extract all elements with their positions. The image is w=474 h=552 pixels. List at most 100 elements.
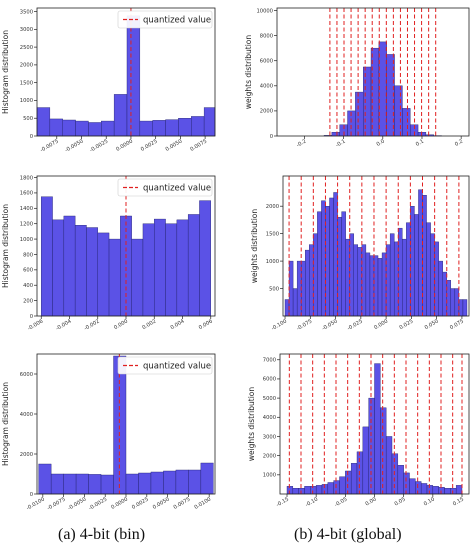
- y-tick-label: 2500: [20, 45, 33, 51]
- y-axis-label: weights distribution: [244, 35, 253, 110]
- y-axis-label: Histogram distribution: [1, 382, 10, 466]
- histogram-bar: [430, 233, 435, 317]
- histogram-bar: [409, 478, 416, 495]
- histogram-bar: [113, 94, 128, 137]
- y-axis-label: Histogram distribution: [1, 30, 10, 114]
- histogram-bar: [397, 465, 404, 495]
- x-tick-label: 0.0100: [193, 497, 212, 511]
- x-tick-label: -0.075: [296, 319, 313, 333]
- histogram-bar: [438, 260, 443, 317]
- histogram-bar: [426, 485, 434, 495]
- chart-panel-2: -0.2 -0.1 0.0 0.1 0.2 0 2000 4000 6000 8000 10000 w…: [244, 7, 470, 149]
- histogram-bar: [126, 15, 141, 137]
- y-tick-label: 200: [23, 298, 33, 304]
- chart-panel-6: -0.15 -0.10 -0.05 0.00 0.05 0.10 0.15 1000 2000 3…: [247, 353, 470, 508]
- histogram-bar: [327, 482, 334, 495]
- histogram-bar: [369, 255, 375, 317]
- x-tick-label: -0.100: [271, 319, 288, 333]
- histogram-bar: [315, 485, 323, 495]
- histogram-bar: [373, 255, 379, 317]
- histogram-bar: [355, 91, 364, 137]
- y-tick-label: 2000: [260, 109, 273, 115]
- x-tick-label: -0.050: [321, 319, 338, 333]
- histogram-bar: [125, 473, 139, 495]
- axes-frame: [36, 7, 216, 137]
- histogram-bar: [49, 118, 63, 137]
- y-tick-label: 1600: [20, 191, 33, 197]
- x-tick-label: 0.0075: [173, 497, 192, 511]
- histogram-bar: [52, 219, 65, 317]
- histogram-bar: [298, 488, 305, 495]
- x-tick-label: 0.004: [170, 318, 186, 331]
- histogram-bar: [62, 119, 76, 137]
- histogram-bar: [420, 483, 428, 495]
- histogram-bar: [362, 426, 369, 495]
- y-tick-label: 6000: [260, 59, 273, 65]
- histogram-bar: [345, 238, 350, 317]
- y-tick-label: 1000: [263, 473, 276, 479]
- histogram-bar: [365, 252, 371, 317]
- histogram-bar: [41, 196, 53, 317]
- y-tick-label: 6000: [20, 372, 33, 378]
- histogram-bar: [317, 211, 322, 317]
- legend-box: [117, 178, 213, 197]
- legend-label: quantized value: [143, 184, 211, 194]
- x-tick-label: 0.15: [452, 497, 465, 508]
- histogram-bar: [381, 252, 387, 317]
- histogram-bar: [74, 225, 87, 317]
- y-tick-label: 3500: [20, 9, 33, 15]
- caption-left: (a) 4-bit (bin): [58, 526, 146, 543]
- y-tick-label: 2000: [266, 204, 279, 210]
- histogram-bar: [458, 299, 464, 317]
- histogram-bar: [154, 218, 166, 317]
- histogram-bar: [454, 288, 460, 317]
- y-tick-label: 2000: [20, 63, 33, 69]
- y-tick-label: 1800: [20, 175, 33, 181]
- x-tick-label: 0.00: [364, 497, 377, 508]
- histogram-bar: [350, 463, 358, 495]
- histogram-bar: [152, 120, 166, 137]
- histogram-bar: [304, 486, 311, 495]
- y-tick-label: 1000: [20, 237, 33, 243]
- histogram-bar: [165, 119, 179, 137]
- x-tick-label: 0.10: [423, 497, 436, 508]
- x-tick-label: -0.2: [296, 139, 308, 149]
- x-tick-label: -0.0075: [39, 139, 59, 154]
- y-tick-label: 0: [30, 134, 33, 140]
- histogram-bar: [292, 488, 299, 495]
- caption-right: (b) 4-bit (global): [294, 526, 402, 543]
- y-axis-label: weights distribution: [247, 387, 256, 462]
- y-tick-label: 2000: [263, 453, 276, 459]
- y-tick-label: 5000: [263, 396, 276, 402]
- x-tick-label: 0.0000: [110, 497, 129, 511]
- legend-label: quantized value: [143, 362, 211, 372]
- histogram-bar: [175, 469, 189, 495]
- histogram-bar: [442, 271, 447, 317]
- histogram-bar: [139, 120, 153, 137]
- histogram-bar: [75, 120, 89, 137]
- x-tick-label: 0.006: [198, 319, 214, 332]
- histogram-bar: [432, 486, 439, 495]
- x-tick-label: 0.0050: [152, 497, 171, 511]
- x-tick-label: 0.002: [141, 319, 157, 332]
- histogram-bar: [331, 132, 340, 137]
- histogram-bar: [63, 473, 77, 495]
- histogram-bar: [321, 200, 326, 317]
- histogram-bar: [341, 211, 346, 317]
- histogram-bar: [403, 472, 410, 495]
- histogram-bar: [357, 247, 363, 317]
- histogram-bar: [203, 107, 216, 137]
- x-tick-label: -0.0025: [89, 139, 109, 154]
- x-tick-label: 0.0: [376, 139, 386, 148]
- histogram-bar: [313, 233, 318, 317]
- histogram-bar: [200, 462, 214, 495]
- histogram-bar: [286, 486, 294, 495]
- histogram-bar: [178, 118, 192, 137]
- y-tick-label: 3000: [20, 27, 33, 33]
- x-tick-label: -0.025: [346, 319, 363, 333]
- x-tick-label: 0.0025: [140, 139, 159, 153]
- histogram-bar: [75, 473, 89, 495]
- axes-frame: [276, 7, 470, 137]
- histogram-bar: [292, 288, 298, 317]
- x-tick-label: -0.0075: [46, 497, 66, 512]
